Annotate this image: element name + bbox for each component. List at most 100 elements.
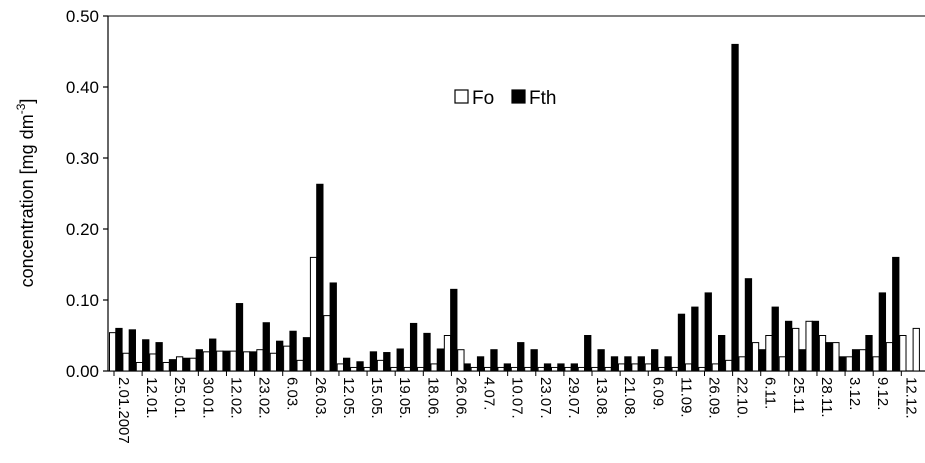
- x-tick-label: 12.01.: [143, 377, 160, 419]
- bar-fth: [784, 320, 793, 372]
- bar-fth: [517, 342, 525, 372]
- bar-fth: [168, 359, 177, 372]
- bar-fth: [543, 363, 552, 372]
- bar-fo: [162, 361, 170, 372]
- bar-fo: [859, 349, 867, 372]
- x-tick-label: 18.06.: [424, 377, 441, 419]
- bar-fth: [476, 356, 485, 372]
- bar-fth: [865, 335, 873, 372]
- bar-fo: [229, 350, 237, 372]
- bar-fth: [718, 335, 726, 372]
- bar-fo: [912, 327, 920, 372]
- bar-fo: [644, 363, 653, 372]
- bar-fth: [249, 351, 257, 372]
- bar-fo: [363, 366, 371, 372]
- bar-fth: [450, 288, 458, 372]
- x-tick-label: 22.10.: [734, 377, 751, 419]
- bar-fo: [604, 366, 612, 372]
- bar-fo: [818, 335, 827, 372]
- x-tick-label: 11.09.: [677, 377, 694, 418]
- bar-fo: [631, 363, 639, 372]
- bar-fth: [195, 349, 203, 372]
- bar-fo: [403, 366, 411, 372]
- bar-fo: [135, 361, 144, 372]
- x-tick-label: 6.03.: [284, 377, 301, 410]
- bar-fo: [658, 366, 666, 372]
- bar-fo: [443, 335, 452, 372]
- bar-fo: [497, 366, 505, 372]
- bar-fth: [235, 303, 244, 372]
- bar-fo: [350, 366, 358, 372]
- bar-fo: [457, 349, 465, 372]
- bar-fo: [617, 363, 626, 372]
- bar-fth: [503, 363, 512, 372]
- bar-fth: [825, 342, 833, 372]
- bar-fth: [342, 357, 351, 372]
- bar-fo: [242, 351, 251, 372]
- bar-fth: [530, 349, 538, 372]
- bar-fth: [838, 356, 846, 372]
- x-tick-label: 30.01.: [199, 377, 216, 419]
- bar-fth: [409, 322, 418, 372]
- y-tick-label: 0.20: [66, 220, 99, 239]
- bar-fo: [899, 335, 907, 372]
- x-tick-label: 12.12.: [902, 377, 919, 419]
- bar-fth: [651, 349, 659, 372]
- bar-fth: [637, 356, 645, 372]
- bar-fth: [557, 363, 565, 372]
- bar-fth: [423, 332, 431, 372]
- labels-layer: 0.00 0.10 0.20 0.30 0.40 0.50 2.01.2007 12.01. 2…: [66, 7, 919, 444]
- x-tick-label: 9.12.: [874, 377, 891, 410]
- bar-fth: [570, 363, 578, 372]
- bar-fth: [115, 327, 123, 372]
- bar-fth: [691, 306, 699, 372]
- bar-fo: [537, 366, 545, 372]
- bar-fo: [792, 327, 800, 372]
- bar-fth: [356, 361, 364, 372]
- bar-fth: [383, 352, 391, 372]
- legend: Fo Fth: [454, 88, 556, 109]
- x-tick-label: 10.07.: [509, 377, 526, 419]
- bar-fo: [778, 356, 786, 372]
- x-tick-label: 26.06.: [452, 377, 469, 419]
- bar-fo: [109, 332, 117, 372]
- bar-fth: [155, 342, 163, 372]
- x-tick-label: 12.05.: [340, 377, 357, 419]
- x-tick-label: 3.12.: [846, 377, 863, 410]
- bar-fo: [671, 366, 679, 372]
- bar-fth: [851, 349, 860, 372]
- y-tick-label: 0.30: [66, 149, 99, 168]
- bar-fth: [744, 278, 753, 372]
- x-tick-label: 6.11.: [762, 377, 779, 409]
- bar-fo: [805, 320, 813, 372]
- bar-fo: [564, 366, 572, 372]
- x-tick-label: 21.08.: [621, 377, 638, 419]
- bar-fo: [698, 366, 706, 372]
- x-tick-label: 15.05.: [368, 377, 385, 419]
- bar-fo: [216, 350, 224, 372]
- bar-fth: [758, 349, 766, 372]
- bar-fo: [376, 359, 385, 372]
- bar-fth: [811, 320, 820, 372]
- x-tick-label: 23.02.: [256, 377, 273, 419]
- x-tick-label: 23.07.: [537, 377, 554, 419]
- bar-fo: [202, 351, 211, 372]
- bar-fth: [798, 349, 806, 372]
- bar-fo: [309, 256, 318, 372]
- x-tick-label: 12.02.: [227, 377, 244, 419]
- bar-fth: [182, 357, 190, 372]
- bar-fth: [369, 351, 378, 372]
- bar-fo: [725, 359, 733, 372]
- bar-fo: [550, 366, 559, 372]
- bar-fth: [316, 183, 324, 372]
- x-tick-label: 2.01.2007: [115, 377, 132, 444]
- bar-fth: [731, 43, 739, 372]
- bar-fo: [390, 366, 398, 372]
- x-tick-label: 29.07.: [565, 377, 582, 419]
- bar-fth: [664, 356, 672, 372]
- bar-fth: [436, 348, 445, 372]
- x-tick-label: 25.11: [790, 377, 807, 413]
- bar-fo: [175, 356, 184, 372]
